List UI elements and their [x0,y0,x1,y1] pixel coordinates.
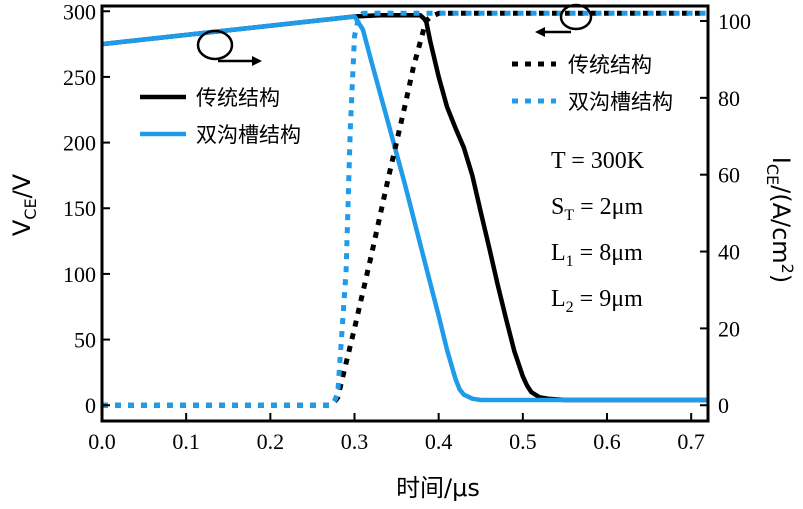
x-tick-label: 0.1 [172,429,200,454]
x-tick-label: 0.5 [509,429,537,454]
y-left-tick-label: 250 [63,65,96,90]
series-line-double-trench-current [102,10,708,408]
legend-left-label-conventional: 传统结构 [196,86,280,110]
x-tick-label: 0.3 [341,429,369,454]
y-right-tick-label: 20 [718,316,740,341]
params-layer: T = 300K ST = 2μm L1 = 8μm L2 = 9μm [551,148,645,316]
y-left-tick-label: 50 [74,328,96,353]
y-axis-left-title: VCE/V [8,173,40,236]
annotation-layer [196,3,593,66]
x-tick-label: 0.2 [257,429,285,454]
x-tick-label: 0.6 [593,429,621,454]
series-line-double-trench-voltage [101,14,708,403]
left-axis-marker-ellipse [196,29,234,61]
right-axis-marker-arrowhead [535,27,545,37]
param-text: L2 = 9μm [551,286,643,316]
y-left-tick-label: 200 [63,131,96,156]
x-tick-label: 0.0 [88,429,116,454]
x-tick-label: 0.4 [425,429,453,454]
legend-left-label-double-trench: 双沟槽结构 [196,123,301,147]
y-right-tick-label: 60 [718,163,740,188]
y-right-tick-label: 40 [718,240,740,265]
param-text: ST = 2μm [551,194,644,224]
param-text: L1 = 8μm [551,240,643,270]
y-left-tick-label: 300 [63,0,96,24]
plot-frame [100,4,710,423]
series-layer [101,10,708,408]
param-text: T = 300K [551,148,645,174]
y-right-tick-label: 100 [718,9,751,34]
right-axis-marker-ellipse [559,3,593,31]
x-tick-label: 0.7 [677,429,705,454]
y-right-tick-label: 0 [718,393,729,418]
legend-right-label-conventional: 传统结构 [568,53,652,77]
x-axis-title: 时间/μs [396,474,480,502]
axis-titles-layer: 时间/μs VCE/V ICE/(A/cm2) [8,157,797,502]
y-left-tick-label: 150 [63,196,96,221]
left-axis-marker-arrowhead [252,56,262,66]
y-left-tick-label: 100 [63,262,96,287]
y-left-tick-label: 0 [85,393,96,418]
y-right-tick-label: 80 [718,86,740,111]
y-axis-right-title: ICE/(A/cm2) [763,157,797,283]
legend-right-label-double-trench: 双沟槽结构 [568,90,673,114]
